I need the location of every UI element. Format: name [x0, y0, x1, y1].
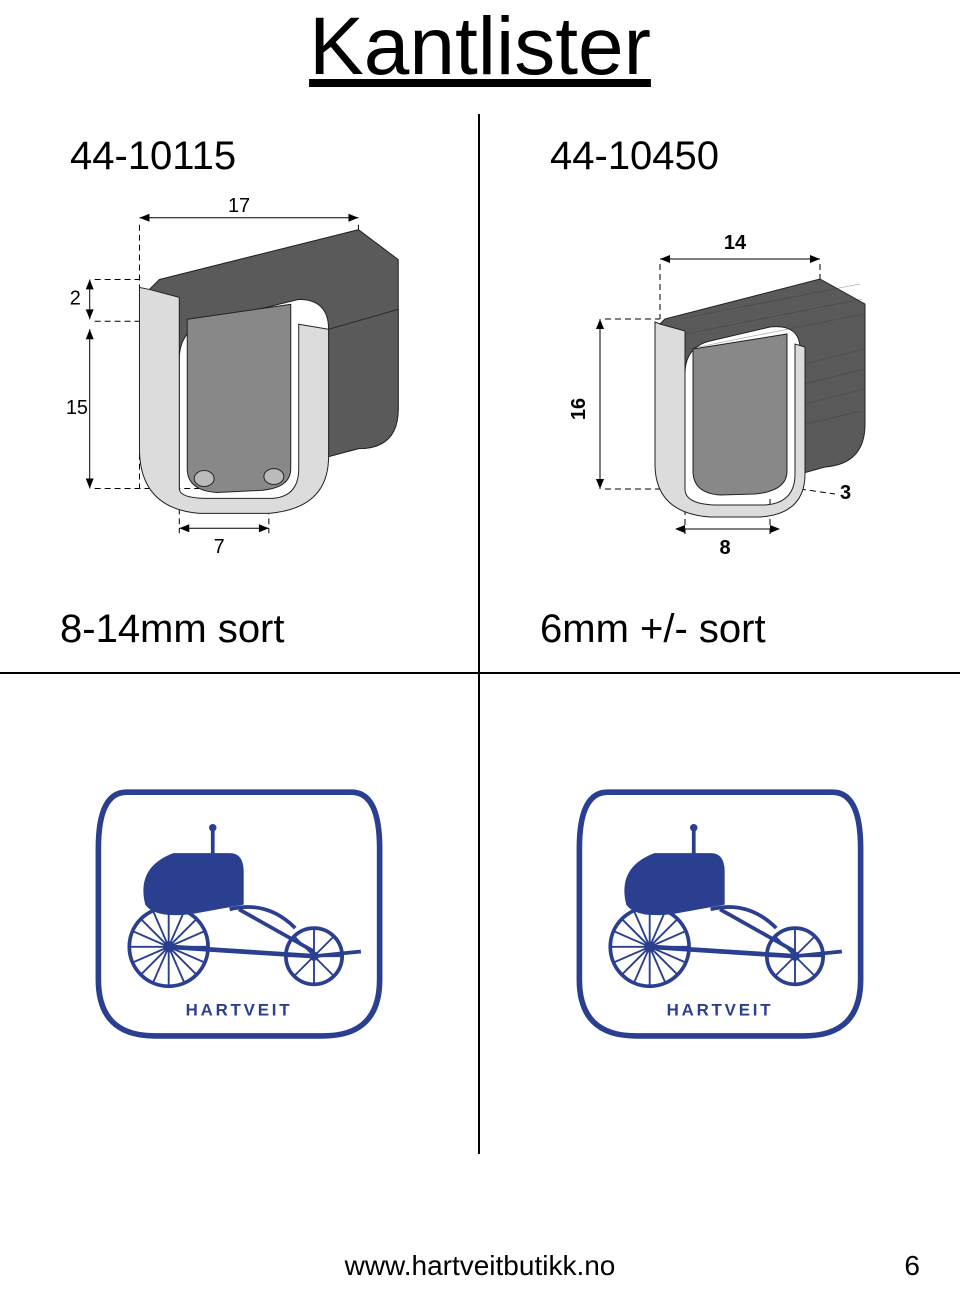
- cell-logo-left: HARTVEIT: [0, 674, 480, 1154]
- dim-left-right: 16: [568, 398, 590, 420]
- page-title: Kantlister: [0, 0, 960, 94]
- diagram-left: 17 2 15 7: [30, 189, 448, 569]
- cell-product-right: 44-10450 14 16 8: [480, 114, 960, 674]
- product-grid: 44-10115 17 2 15: [0, 114, 960, 1154]
- hartveit-logo: HARTVEIT: [560, 764, 880, 1064]
- dim-note-right: 3: [840, 482, 851, 504]
- dim-bottom-right: 8: [719, 537, 730, 559]
- hartveit-logo: HARTVEIT: [79, 764, 399, 1064]
- product-code-right: 44-10450: [550, 134, 930, 179]
- logo-brand-text: HARTVEIT: [667, 1000, 774, 1019]
- footer-url: www.hartveitbutikk.no: [0, 1250, 960, 1282]
- product-desc-left: 8-14mm sort: [60, 607, 285, 652]
- product-desc-right: 6mm +/- sort: [540, 607, 766, 652]
- dim-left-upper: 2: [70, 287, 81, 309]
- logo-brand-text: HARTVEIT: [186, 1000, 293, 1019]
- dim-bottom-left: 7: [214, 536, 225, 558]
- dim-left-lower: 15: [66, 397, 88, 419]
- dim-top-left: 17: [228, 195, 250, 217]
- dim-top-right: 14: [724, 232, 747, 254]
- diagram-right: 14 16 8 3: [510, 189, 930, 569]
- page-number: 6: [904, 1250, 920, 1282]
- cell-logo-right: HARTVEIT: [480, 674, 960, 1154]
- cell-product-left: 44-10115 17 2 15: [0, 114, 480, 674]
- product-code-left: 44-10115: [70, 134, 448, 179]
